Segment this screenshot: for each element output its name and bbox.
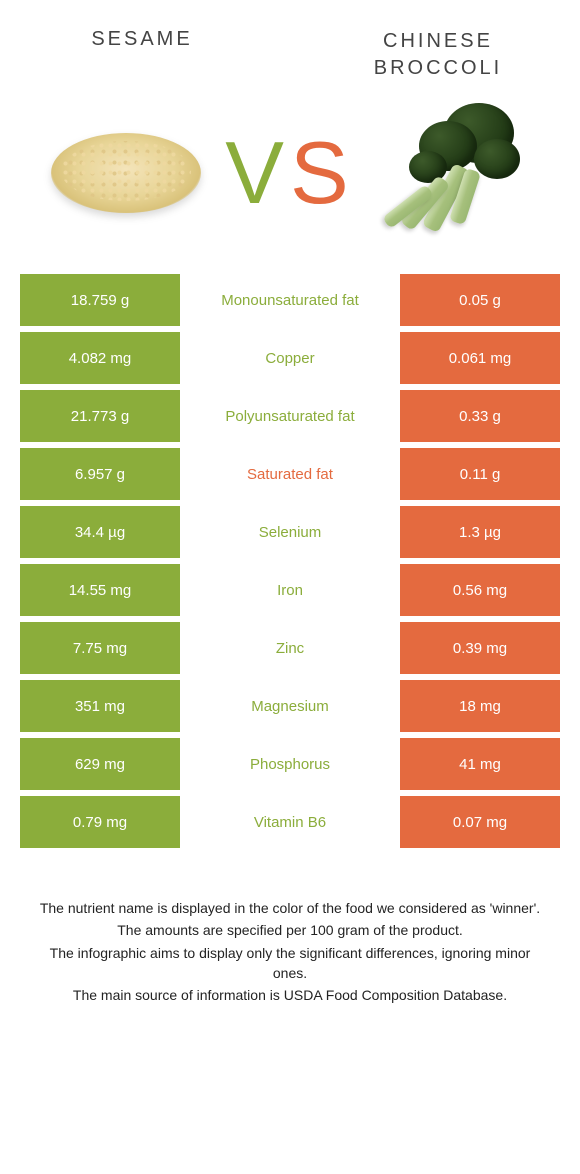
footer-notes: The nutrient name is displayed in the co… — [0, 898, 580, 1005]
right-value: 41 mg — [400, 738, 560, 790]
right-value: 0.061 mg — [400, 332, 560, 384]
nutrient-label: Magnesium — [180, 680, 400, 732]
right-value: 1.3 µg — [400, 506, 560, 558]
left-value: 351 mg — [20, 680, 180, 732]
left-value: 21.773 g — [20, 390, 180, 442]
right-value: 18 mg — [400, 680, 560, 732]
nutrient-label: Phosphorus — [180, 738, 400, 790]
table-row: 7.75 mgZinc0.39 mg — [20, 622, 560, 674]
nutrient-label: Monounsaturated fat — [180, 274, 400, 326]
nutrient-label: Polyunsaturated fat — [180, 390, 400, 442]
right-value: 0.33 g — [400, 390, 560, 442]
left-value: 14.55 mg — [20, 564, 180, 616]
nutrient-label: Selenium — [180, 506, 400, 558]
nutrient-table: 18.759 gMonounsaturated fat0.05 g 4.082 m… — [20, 274, 560, 848]
vs-label: V S — [225, 122, 354, 224]
table-row: 14.55 mgIron0.56 mg — [20, 564, 560, 616]
table-row: 4.082 mgCopper0.061 mg — [20, 332, 560, 384]
hero: V S — [0, 82, 580, 274]
title-right: Chinese broccoli — [338, 28, 538, 82]
left-value: 7.75 mg — [20, 622, 180, 674]
title-left: Sesame — [42, 28, 242, 51]
left-value: 4.082 mg — [20, 332, 180, 384]
broccoli-image-icon — [379, 108, 529, 238]
table-row: 34.4 µgSelenium1.3 µg — [20, 506, 560, 558]
footer-line: The amounts are specified per 100 gram o… — [34, 920, 546, 940]
vs-v: V — [225, 122, 290, 224]
sesame-image-icon — [51, 108, 201, 238]
left-value: 18.759 g — [20, 274, 180, 326]
left-value: 0.79 mg — [20, 796, 180, 848]
right-value: 0.39 mg — [400, 622, 560, 674]
table-row: 21.773 gPolyunsaturated fat0.33 g — [20, 390, 560, 442]
right-value: 0.11 g — [400, 448, 560, 500]
right-value: 0.56 mg — [400, 564, 560, 616]
footer-line: The main source of information is USDA F… — [34, 985, 546, 1005]
left-value: 34.4 µg — [20, 506, 180, 558]
table-row: 351 mgMagnesium18 mg — [20, 680, 560, 732]
footer-line: The nutrient name is displayed in the co… — [34, 898, 546, 918]
vs-s: S — [290, 122, 355, 224]
nutrient-label: Vitamin B6 — [180, 796, 400, 848]
left-value: 629 mg — [20, 738, 180, 790]
nutrient-label: Saturated fat — [180, 448, 400, 500]
table-row: 6.957 gSaturated fat0.11 g — [20, 448, 560, 500]
table-row: 18.759 gMonounsaturated fat0.05 g — [20, 274, 560, 326]
table-row: 629 mgPhosphorus41 mg — [20, 738, 560, 790]
right-value: 0.07 mg — [400, 796, 560, 848]
nutrient-label: Copper — [180, 332, 400, 384]
nutrient-label: Zinc — [180, 622, 400, 674]
footer-line: The infographic aims to display only the… — [34, 943, 546, 984]
table-row: 0.79 mgVitamin B60.07 mg — [20, 796, 560, 848]
left-value: 6.957 g — [20, 448, 180, 500]
right-value: 0.05 g — [400, 274, 560, 326]
nutrient-label: Iron — [180, 564, 400, 616]
